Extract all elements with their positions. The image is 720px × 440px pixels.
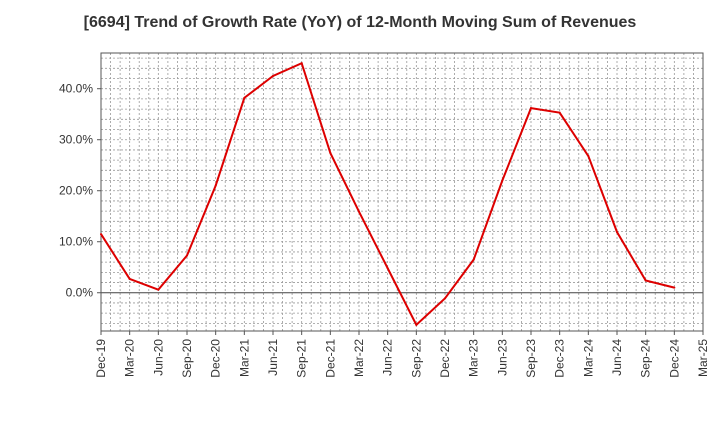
- x-tick-label: Dec-21: [323, 339, 337, 378]
- x-tick-label: Jun-21: [266, 339, 280, 376]
- data-point: [472, 258, 475, 261]
- data-point: [587, 155, 590, 158]
- x-tick-label: Mar-24: [581, 339, 595, 377]
- x-tick-label: Sep-20: [180, 339, 194, 378]
- data-point: [300, 62, 303, 65]
- plot-area: [101, 53, 703, 331]
- data-point: [214, 184, 217, 187]
- y-tick-label: 10.0%: [59, 235, 93, 249]
- x-tick-label: Dec-24: [667, 339, 681, 378]
- x-tick-label: Dec-20: [209, 339, 223, 378]
- x-tick-label: Mar-20: [123, 339, 137, 377]
- data-point: [100, 233, 102, 236]
- x-tick-label: Jun-24: [610, 339, 624, 376]
- data-point: [243, 96, 246, 99]
- data-point: [272, 74, 274, 77]
- data-point: [558, 111, 561, 114]
- x-tick-label: Sep-23: [524, 339, 538, 378]
- x-tick-label: Mar-22: [352, 339, 366, 377]
- x-tick-label: Dec-22: [438, 339, 452, 378]
- chart-title: [6694] Trend of Growth Rate (YoY) of 12-…: [83, 14, 637, 31]
- x-tick-label: Mar-21: [237, 339, 251, 377]
- x-tick-label: Mar-25: [696, 339, 710, 377]
- x-tick-label: Jun-23: [495, 339, 509, 376]
- data-point: [358, 210, 360, 213]
- x-tick-label: Jun-22: [381, 339, 395, 376]
- data-point: [444, 297, 446, 300]
- data-point: [386, 267, 389, 270]
- y-tick-label: 0.0%: [66, 286, 94, 300]
- x-tick-label: Mar-23: [467, 339, 481, 377]
- data-point: [616, 231, 618, 234]
- data-point: [329, 151, 332, 154]
- data-point: [530, 107, 532, 110]
- x-tick-label: Dec-23: [553, 339, 567, 378]
- x-tick-label: Sep-22: [409, 339, 423, 378]
- plot-border: [100, 52, 704, 332]
- data-point: [157, 288, 160, 291]
- data-point: [415, 323, 418, 326]
- x-tick-label: Dec-19: [94, 339, 108, 378]
- y-tick-label: 40.0%: [59, 82, 93, 96]
- data-point: [501, 179, 504, 182]
- data-point: [644, 279, 647, 282]
- data-point: [128, 277, 131, 280]
- y-tick-label: 20.0%: [59, 184, 93, 198]
- y-tick-label: 30.0%: [59, 133, 93, 147]
- x-tick-label: Sep-21: [295, 339, 309, 378]
- data-point: [673, 286, 676, 289]
- x-tick-label: Jun-20: [151, 339, 165, 376]
- x-tick-label: Sep-24: [639, 339, 653, 378]
- data-point: [186, 254, 188, 257]
